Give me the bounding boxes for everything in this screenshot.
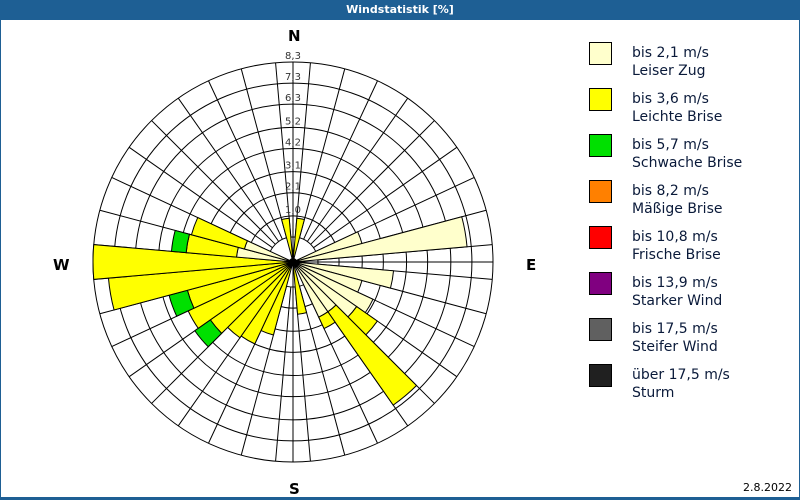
ring-label: 4,2 (285, 137, 301, 148)
legend-label: Mäßige Brise (632, 201, 723, 217)
window-title: Windstatistik [%] (0, 0, 800, 20)
ring-label: 2,1 (285, 182, 301, 193)
legend-range: bis 10,8 m/s (632, 229, 718, 245)
compass-north-label: N (288, 27, 301, 45)
legend-swatch (589, 318, 612, 341)
legend-label: Sturm (632, 385, 675, 401)
ring-label: 5,2 (285, 116, 301, 127)
legend-range: bis 13,9 m/s (632, 275, 718, 291)
legend-label: Steifer Wind (632, 339, 718, 355)
legend-range: bis 5,7 m/s (632, 137, 709, 153)
legend-label: Frische Brise (632, 247, 721, 263)
wind-sector-bar (281, 217, 294, 263)
legend-label: Leichte Brise (632, 109, 723, 125)
compass-east-label: E (526, 256, 537, 274)
wind-sector-bar (292, 261, 308, 315)
wind-sector-bar (292, 216, 468, 263)
legend-swatch (589, 226, 612, 249)
legend-swatch (589, 42, 612, 65)
wind-sector-bar (292, 217, 305, 263)
legend-label: Schwache Brise (632, 155, 743, 171)
compass-west-label: W (53, 256, 70, 274)
legend-swatch (589, 88, 612, 111)
legend-swatch (589, 180, 612, 203)
legend-swatch (589, 364, 612, 387)
compass-south-label: S (289, 480, 300, 498)
ring-label: 6,3 (285, 93, 301, 104)
wind-sector-bar (327, 304, 418, 406)
legend-range: bis 2,1 m/s (632, 45, 709, 61)
legend-label: Leiser Zug (632, 63, 706, 79)
legend-label: Starker Wind (632, 293, 723, 309)
legend-swatch (589, 134, 612, 157)
legend-range: bis 17,5 m/s (632, 321, 718, 337)
wind-sector-bar (170, 229, 191, 254)
ring-label: 8,3 (285, 51, 301, 62)
ring-label: 7,3 (285, 72, 301, 83)
wind-sector-bar (190, 216, 249, 250)
bottom-border (0, 497, 800, 500)
ring-label: 3,1 (285, 161, 301, 172)
legend-range: bis 3,6 m/s (632, 91, 709, 107)
date-stamp: 2.8.2022 (743, 481, 792, 494)
ring-label: 1,0 (285, 205, 301, 216)
wind-sector-bar (92, 244, 294, 280)
legend-range: über 17,5 m/s (632, 367, 730, 383)
legend-swatch (589, 272, 612, 295)
wind-sector-bar (318, 311, 336, 330)
legend-range: bis 8,2 m/s (632, 183, 709, 199)
